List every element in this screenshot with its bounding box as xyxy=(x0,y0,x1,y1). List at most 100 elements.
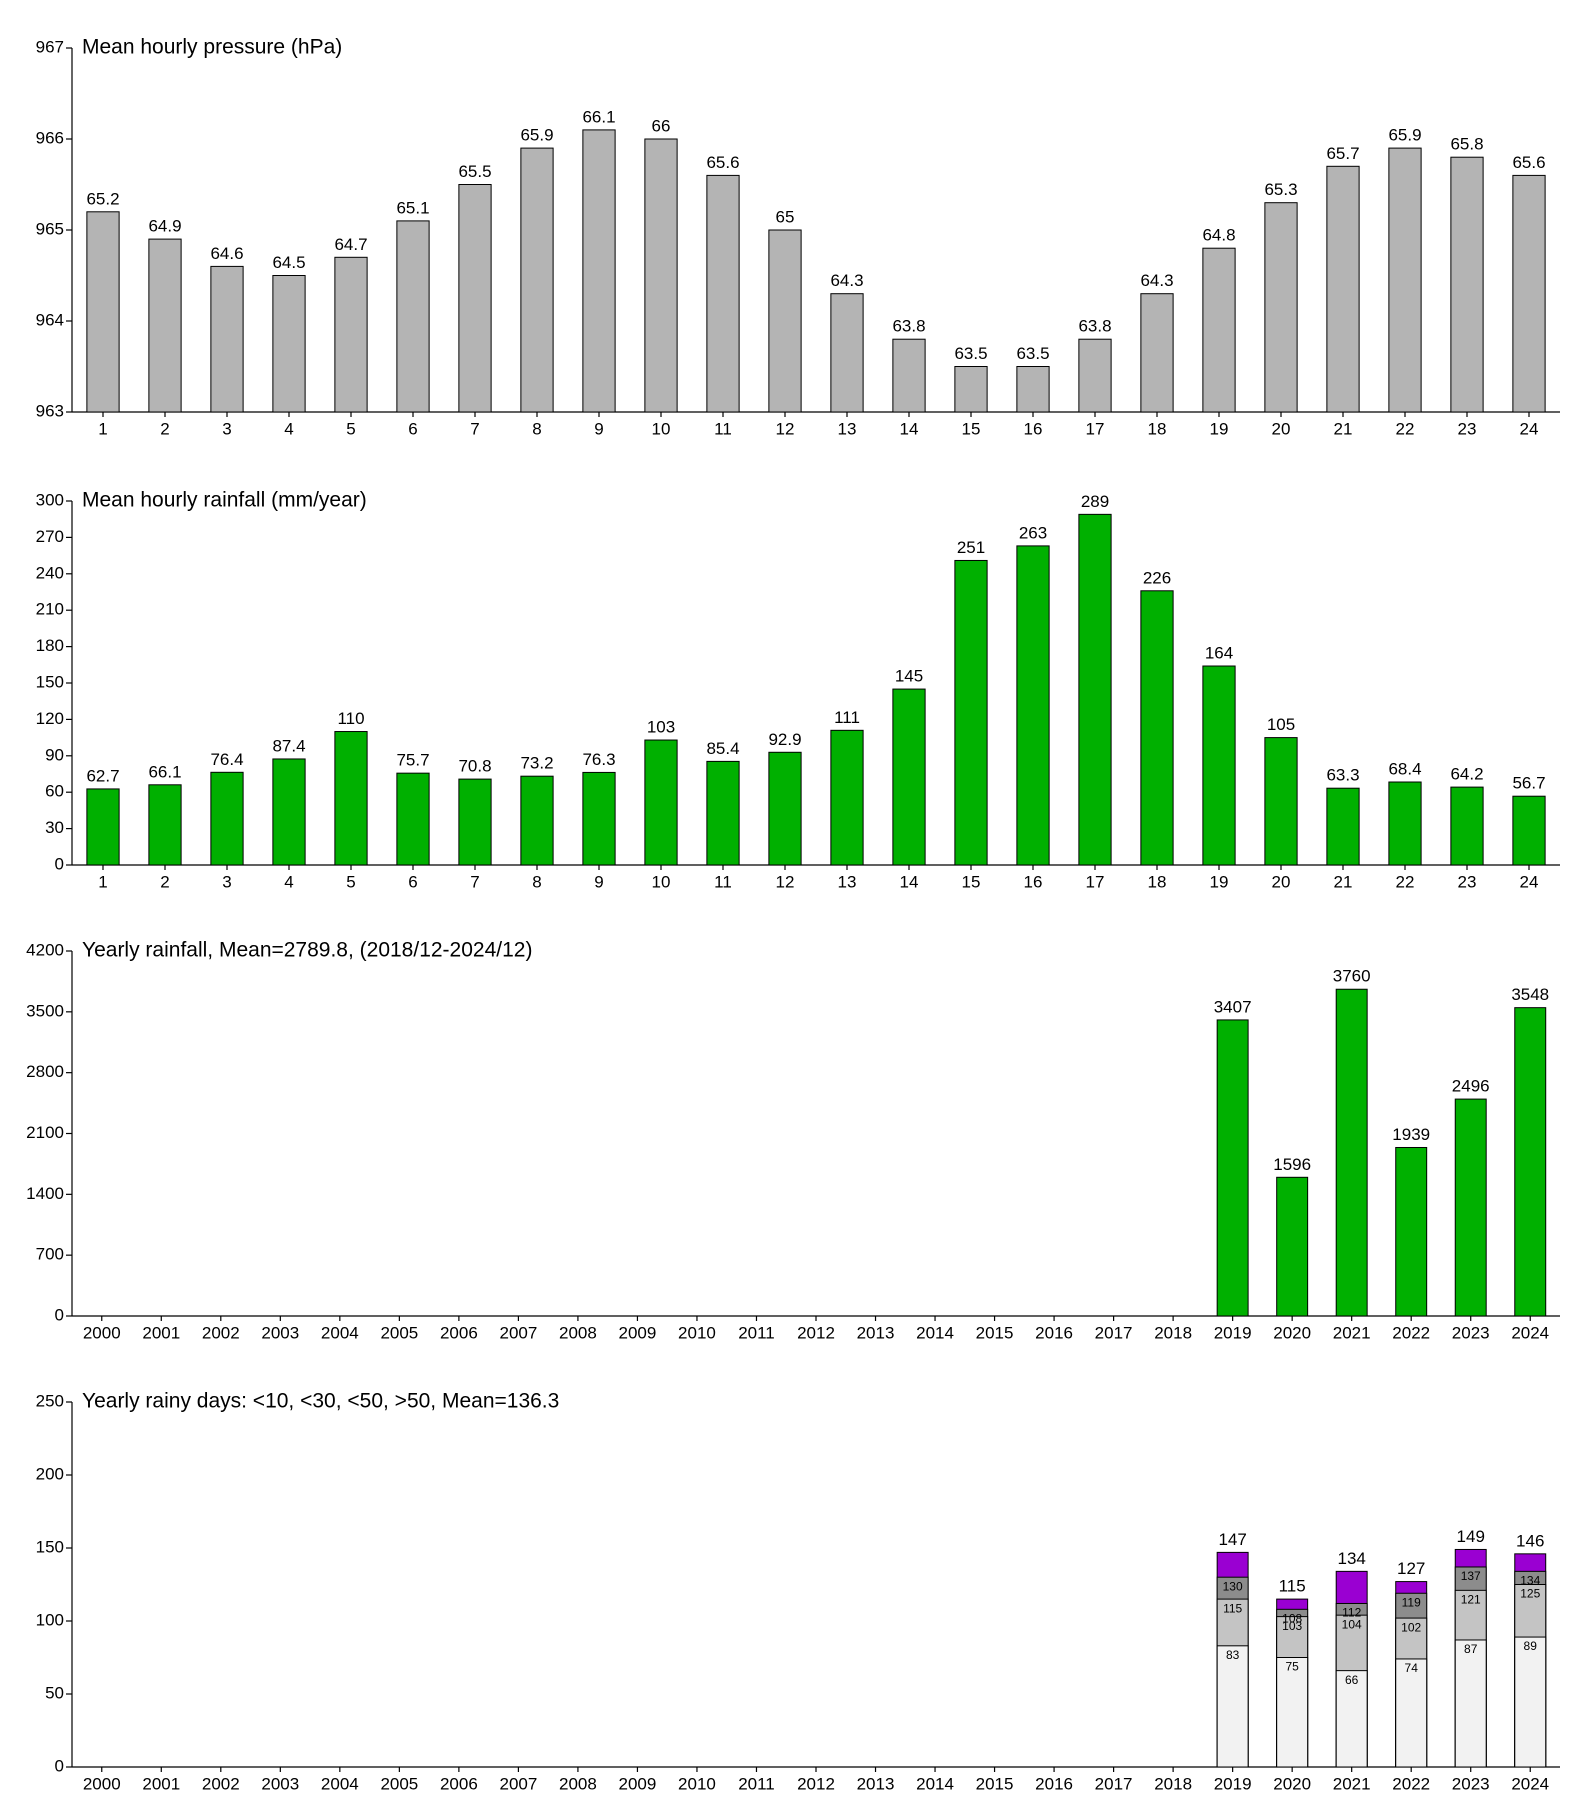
x-tick-label: 20 xyxy=(1272,872,1291,891)
value-label: 66.1 xyxy=(582,107,615,126)
bar-segment xyxy=(1454,1639,1487,1768)
value-label: 105 xyxy=(1267,715,1295,734)
value-label: 89 xyxy=(1524,1639,1538,1653)
chart-title: Yearly rainy days: <10, <30, <50, >50, M… xyxy=(82,1390,559,1413)
x-tick-label: 3 xyxy=(222,872,231,891)
bar xyxy=(768,229,802,413)
bar-segment xyxy=(1335,1670,1368,1768)
x-tick-label: 2020 xyxy=(1273,1774,1311,1793)
value-label: 76.4 xyxy=(210,750,243,769)
x-tick-label: 6 xyxy=(408,872,417,891)
bar xyxy=(1335,988,1368,1317)
bar xyxy=(1450,786,1484,866)
value-label: 65.6 xyxy=(1512,153,1545,172)
value-label: 63.8 xyxy=(892,317,925,336)
x-tick-label: 19 xyxy=(1210,872,1229,891)
value-label: 64.3 xyxy=(830,271,863,290)
value-label: 65.5 xyxy=(458,162,491,181)
value-label: 65 xyxy=(776,207,795,226)
bar xyxy=(830,729,864,866)
value-label: 56.7 xyxy=(1512,774,1545,793)
y-tick-label: 0 xyxy=(55,1756,64,1775)
bar xyxy=(954,366,988,413)
x-tick-label: 16 xyxy=(1024,872,1043,891)
bar-segment xyxy=(1514,1636,1547,1768)
x-tick-label: 2011 xyxy=(738,1774,775,1793)
x-tick-label: 18 xyxy=(1148,419,1167,438)
bar xyxy=(1512,795,1546,866)
value-label: 83 xyxy=(1226,1648,1240,1662)
bar xyxy=(582,771,616,866)
bar xyxy=(396,220,430,413)
x-tick-label: 22 xyxy=(1396,872,1415,891)
value-label: 64.9 xyxy=(148,217,181,236)
x-tick-label: 2006 xyxy=(440,1774,478,1793)
value-label: 65.3 xyxy=(1264,180,1297,199)
value-label: 115 xyxy=(1223,1601,1242,1615)
x-tick-label: 2023 xyxy=(1452,1774,1490,1793)
x-tick-label: 17 xyxy=(1086,419,1105,438)
value-label: 65.9 xyxy=(1388,126,1421,145)
value-label: 110 xyxy=(337,709,364,728)
value-label: 3760 xyxy=(1333,967,1371,986)
x-tick-label: 2008 xyxy=(559,1774,597,1793)
x-tick-label: 2000 xyxy=(83,1774,121,1793)
bar xyxy=(1140,293,1174,413)
x-tick-label: 2002 xyxy=(202,1323,240,1342)
value-label: 164 xyxy=(1205,643,1233,662)
x-tick-label: 1 xyxy=(98,872,107,891)
x-tick-label: 2017 xyxy=(1095,1323,1133,1342)
bar xyxy=(1202,665,1236,866)
x-tick-label: 16 xyxy=(1024,419,1043,438)
bar xyxy=(1140,590,1174,866)
bar xyxy=(1078,338,1112,413)
value-label: 251 xyxy=(957,538,985,557)
bar xyxy=(1326,165,1360,413)
bar xyxy=(1388,147,1422,413)
bar xyxy=(148,784,182,866)
y-tick-label: 100 xyxy=(36,1610,64,1629)
x-tick-label: 10 xyxy=(652,872,671,891)
bar xyxy=(210,265,244,413)
bar xyxy=(644,138,678,413)
x-tick-label: 5 xyxy=(346,872,355,891)
x-tick-label: 2007 xyxy=(499,1323,537,1342)
x-tick-label: 2007 xyxy=(499,1774,537,1793)
bar xyxy=(1454,1098,1487,1317)
value-label: 111 xyxy=(834,708,860,727)
y-tick-label: 60 xyxy=(45,782,64,801)
value-label: 76.3 xyxy=(582,750,615,769)
value-label: 64.8 xyxy=(1202,226,1235,245)
y-tick-label: 120 xyxy=(36,709,64,728)
x-tick-label: 10 xyxy=(652,419,671,438)
x-tick-label: 2009 xyxy=(619,1774,657,1793)
value-label: 226 xyxy=(1143,568,1171,587)
value-label: 125 xyxy=(1520,1587,1540,1601)
bar xyxy=(86,788,120,866)
x-tick-label: 2013 xyxy=(857,1774,895,1793)
x-tick-label: 8 xyxy=(532,419,541,438)
value-label: 134 xyxy=(1337,1549,1365,1568)
x-tick-label: 2014 xyxy=(916,1774,954,1793)
value-label: 66.1 xyxy=(148,762,181,781)
value-label: 65.9 xyxy=(520,126,553,145)
value-label: 1939 xyxy=(1392,1125,1430,1144)
y-tick-label: 2100 xyxy=(26,1123,64,1142)
y-tick-label: 0 xyxy=(55,854,64,873)
value-label: 65.2 xyxy=(86,189,119,208)
y-tick-label: 700 xyxy=(36,1245,64,1264)
value-label: 65.7 xyxy=(1326,144,1359,163)
x-tick-label: 2005 xyxy=(380,1323,418,1342)
x-tick-label: 12 xyxy=(776,419,795,438)
value-label: 92.9 xyxy=(768,730,801,749)
x-tick-label: 21 xyxy=(1334,419,1353,438)
value-label: 64.2 xyxy=(1450,765,1483,784)
y-tick-label: 150 xyxy=(36,1537,64,1556)
x-tick-label: 2021 xyxy=(1333,1774,1371,1793)
x-tick-label: 2010 xyxy=(678,1323,716,1342)
value-label: 104 xyxy=(1342,1617,1362,1631)
x-tick-label: 4 xyxy=(284,419,293,438)
value-label: 103 xyxy=(1282,1619,1302,1633)
x-tick-label: 2003 xyxy=(261,1774,299,1793)
bar xyxy=(1016,545,1050,866)
